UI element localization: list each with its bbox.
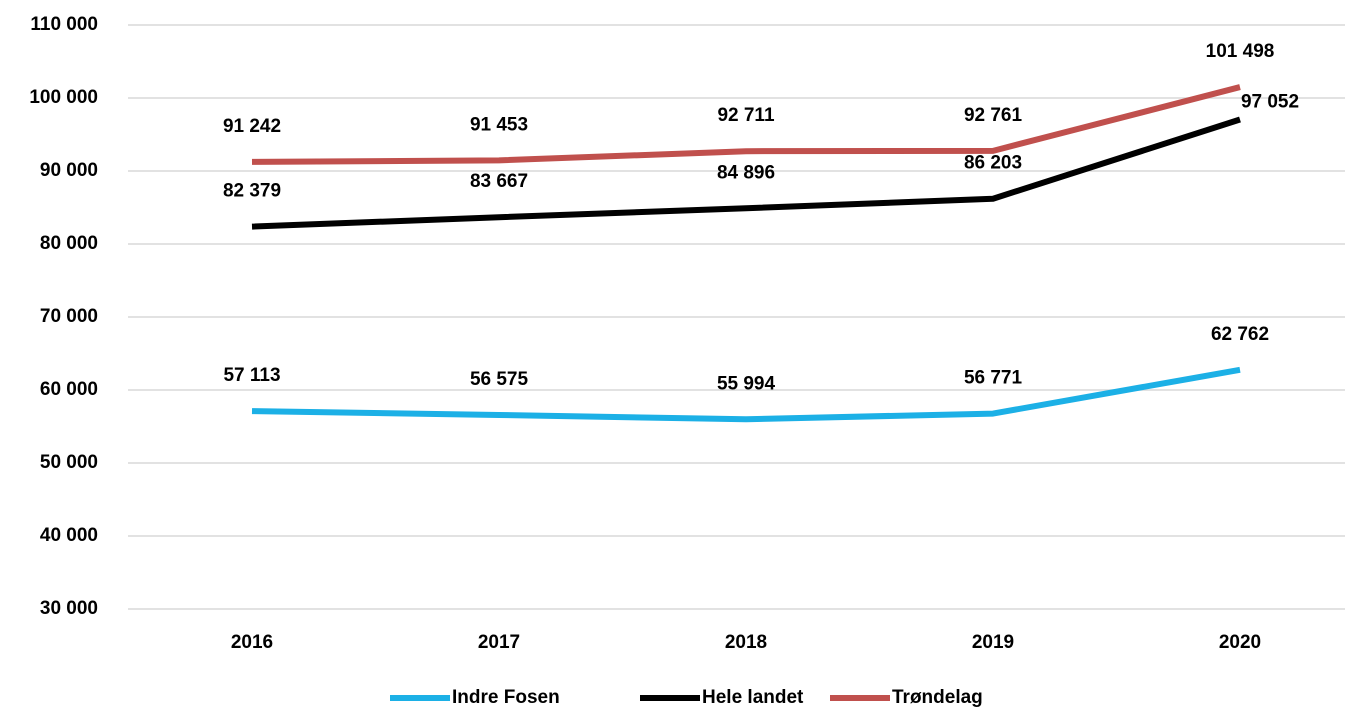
y-tick-label: 40 000 [40,525,98,546]
data-label: 91 242 [223,116,281,137]
legend-label: Indre Fosen [452,687,560,708]
data-label: 91 453 [470,114,528,135]
y-tick-label: 60 000 [40,379,98,400]
x-tick-label: 2017 [478,632,520,653]
data-label: 82 379 [223,181,281,202]
y-tick-label: 30 000 [40,598,98,619]
data-label: 86 203 [964,153,1022,174]
data-label: 62 762 [1211,324,1269,345]
data-label: 57 113 [223,365,280,386]
y-tick-label: 90 000 [40,160,98,181]
y-tick-label: 80 000 [40,233,98,254]
x-tick-label: 2018 [725,632,767,653]
x-tick-label: 2019 [972,632,1014,653]
data-label: 101 498 [1206,41,1275,62]
line-series [251,116,1241,230]
data-label: 97 052 [1241,92,1299,113]
legend-label: Trøndelag [892,687,983,708]
data-label: 84 896 [717,162,775,183]
data-label: 92 761 [964,105,1023,126]
y-tick-label: 100 000 [29,87,98,108]
data-label: 83 667 [470,171,528,192]
x-tick-label: 2016 [231,632,273,653]
line-series [251,84,1241,165]
data-label: 55 994 [717,373,776,394]
y-tick-label: 70 000 [40,306,98,327]
x-tick-label: 2020 [1219,632,1261,653]
y-tick-label: 110 000 [30,14,98,35]
data-label: 56 575 [470,369,529,390]
y-tick-label: 50 000 [40,452,98,473]
line-series [251,366,1241,423]
legend-label: Hele landet [702,687,804,708]
data-label: 56 771 [964,368,1023,389]
data-label: 92 711 [717,105,774,126]
